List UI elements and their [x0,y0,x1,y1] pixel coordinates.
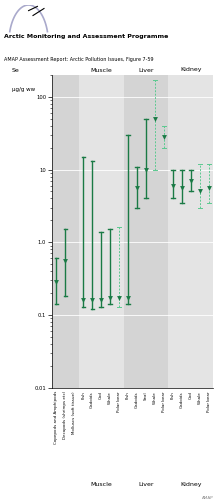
Text: Muscle: Muscle [90,482,112,486]
Text: Polar bear: Polar bear [207,391,211,411]
Text: Gadoids: Gadoids [180,391,184,407]
Text: Polar bear: Polar bear [162,391,166,411]
Text: Muscle: Muscle [90,68,112,72]
Text: Fish: Fish [171,391,175,399]
Text: Whale: Whale [153,391,157,404]
Text: Fish: Fish [126,391,130,399]
Text: Gadoids: Gadoids [90,391,94,407]
Text: Arctic Monitoring and Assessment Programme: Arctic Monitoring and Assessment Program… [4,34,169,39]
Text: Liver: Liver [138,68,154,72]
Text: Kidney: Kidney [180,482,202,486]
Text: Gadoids: Gadoids [135,391,139,407]
Text: Whale: Whale [108,391,112,404]
Text: Polar bear: Polar bear [117,391,121,411]
Text: Fish: Fish [81,391,85,399]
Text: Seal: Seal [144,391,148,400]
Text: Molluscs (soft tissue): Molluscs (soft tissue) [72,391,76,434]
Text: AMAP Assessment Report: Arctic Pollution Issues, Figure 7-59: AMAP Assessment Report: Arctic Pollution… [4,57,154,62]
Text: Decapods (shrimps etc): Decapods (shrimps etc) [63,391,67,440]
Bar [169,75,213,388]
Bar [52,75,79,388]
Bar [124,75,169,388]
Bar [79,75,124,388]
Text: Kidney: Kidney [180,68,202,72]
Text: Cod: Cod [189,391,193,399]
Text: Copepods and Amphipods: Copepods and Amphipods [54,391,58,444]
Text: Whale: Whale [198,391,202,404]
Text: Cod: Cod [99,391,103,399]
Text: Se: Se [12,68,20,72]
Text: AMAP: AMAP [202,496,213,500]
Text: Liver: Liver [138,482,154,486]
Text: μg/g ww: μg/g ww [12,88,35,92]
